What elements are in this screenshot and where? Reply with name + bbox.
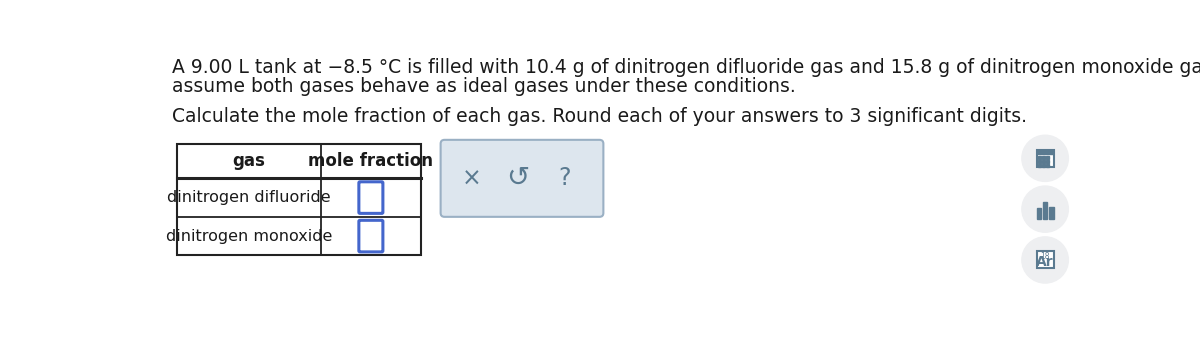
Bar xyxy=(1037,151,1052,154)
FancyBboxPatch shape xyxy=(1037,150,1054,167)
Bar xyxy=(1042,157,1045,159)
Text: Ar: Ar xyxy=(1037,255,1054,269)
Circle shape xyxy=(1022,186,1068,232)
Bar xyxy=(1042,160,1045,163)
Bar xyxy=(1037,208,1042,219)
Bar xyxy=(1038,157,1040,159)
Text: A 9.00 L tank at −8.5 °C is filled with 10.4 g of dinitrogen difluoride gas and : A 9.00 L tank at −8.5 °C is filled with … xyxy=(172,58,1200,77)
Bar xyxy=(1043,202,1048,219)
Text: gas: gas xyxy=(233,152,265,170)
FancyBboxPatch shape xyxy=(359,220,383,252)
Text: Calculate the mole fraction of each gas. Round each of your answers to 3 signifi: Calculate the mole fraction of each gas.… xyxy=(172,107,1027,127)
Bar xyxy=(1049,207,1054,219)
Text: assume both gases behave as ideal gases under these conditions.: assume both gases behave as ideal gases … xyxy=(172,77,796,96)
Bar xyxy=(1038,160,1040,163)
Circle shape xyxy=(1022,237,1068,283)
FancyBboxPatch shape xyxy=(440,140,604,217)
Text: dinitrogen difluoride: dinitrogen difluoride xyxy=(167,190,331,205)
FancyBboxPatch shape xyxy=(359,182,383,213)
Bar xyxy=(1046,157,1049,159)
Text: ×: × xyxy=(462,166,481,190)
FancyBboxPatch shape xyxy=(1037,251,1054,268)
Text: ?: ? xyxy=(558,166,571,190)
Text: mole fraction: mole fraction xyxy=(308,152,433,170)
Bar xyxy=(1046,160,1049,163)
Text: dinitrogen monoxide: dinitrogen monoxide xyxy=(166,229,332,244)
Circle shape xyxy=(1022,135,1068,181)
Bar xyxy=(1042,164,1045,167)
Text: ↺: ↺ xyxy=(506,164,529,192)
Bar xyxy=(1046,164,1049,167)
Bar xyxy=(1038,164,1040,167)
Text: 18: 18 xyxy=(1040,251,1050,261)
